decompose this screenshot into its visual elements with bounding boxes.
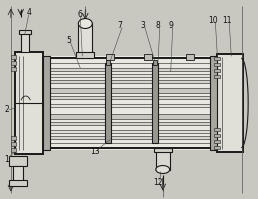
Text: 4: 4	[26, 8, 31, 17]
Bar	[11, 136, 16, 140]
Bar	[50, 74, 211, 77]
Text: 3: 3	[140, 21, 145, 30]
Bar	[50, 88, 211, 93]
Bar	[214, 146, 220, 149]
Bar	[9, 156, 27, 166]
Bar	[43, 56, 50, 150]
Bar	[106, 60, 110, 65]
Bar	[9, 180, 27, 186]
Bar	[211, 56, 217, 150]
Bar	[156, 148, 170, 170]
Text: 12: 12	[153, 178, 163, 187]
Bar	[144, 54, 152, 60]
Bar	[78, 22, 92, 58]
Bar	[214, 140, 220, 143]
Text: 5: 5	[66, 36, 71, 45]
Bar	[50, 104, 211, 107]
Bar	[11, 148, 16, 152]
Text: 9: 9	[168, 21, 173, 30]
Bar	[50, 130, 211, 133]
Bar	[15, 56, 243, 150]
Bar	[15, 52, 43, 154]
Text: 2: 2	[4, 105, 9, 114]
Bar	[186, 54, 194, 60]
Bar	[214, 134, 220, 137]
Text: 13: 13	[90, 147, 100, 156]
Text: 11: 11	[223, 16, 232, 25]
Bar	[76, 52, 94, 58]
Bar	[11, 55, 16, 59]
Bar	[50, 80, 211, 83]
Bar	[11, 67, 16, 71]
Ellipse shape	[156, 166, 170, 174]
Bar	[50, 136, 211, 139]
Bar	[11, 142, 16, 146]
Bar	[214, 75, 220, 78]
Text: 1: 1	[4, 155, 9, 164]
Text: 10: 10	[209, 16, 218, 25]
Text: 6: 6	[78, 10, 83, 19]
Bar	[217, 54, 243, 152]
Bar	[153, 60, 157, 65]
Bar	[50, 96, 211, 99]
Text: 8: 8	[155, 21, 160, 30]
Bar	[11, 61, 16, 65]
Bar	[21, 32, 29, 52]
Bar	[214, 57, 220, 60]
Bar	[106, 54, 114, 60]
Bar	[214, 128, 220, 131]
Bar	[105, 63, 111, 143]
Bar	[19, 30, 31, 34]
Bar	[154, 148, 172, 152]
Bar	[13, 166, 23, 181]
Bar	[50, 68, 211, 71]
Text: 7: 7	[118, 21, 123, 30]
Bar	[214, 69, 220, 72]
Bar	[152, 63, 158, 143]
Bar	[50, 122, 211, 125]
Ellipse shape	[78, 19, 92, 28]
Bar	[50, 114, 211, 119]
Bar	[214, 63, 220, 66]
Bar	[43, 58, 217, 148]
